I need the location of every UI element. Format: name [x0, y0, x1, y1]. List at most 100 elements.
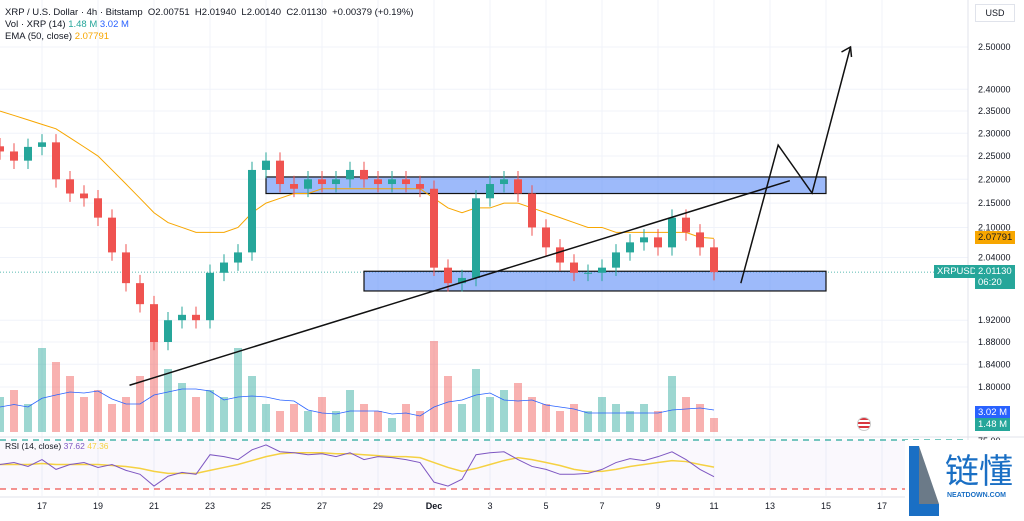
projection-arrow	[740, 46, 852, 284]
volume-bar	[80, 397, 88, 432]
x-tick-label: 5	[543, 501, 548, 511]
candle	[514, 179, 522, 194]
volume-bar	[178, 383, 186, 432]
volume-bar	[0, 397, 4, 432]
candle	[192, 314, 200, 321]
x-tick-label: 29	[373, 501, 383, 511]
candle	[164, 320, 172, 342]
symbol-title: XRP / U.S. Dollar · 4h · Bitstamp	[5, 7, 143, 18]
x-tick-label: 27	[317, 501, 327, 511]
rsi-value: 37.62	[63, 441, 85, 451]
y-tick-label: 1.88000	[978, 337, 1011, 347]
candle	[710, 247, 718, 273]
close-value: C2.01130	[286, 7, 327, 18]
volume-bar	[528, 397, 536, 432]
volume-bar	[570, 404, 578, 432]
y-tick-label: 2.50000	[978, 42, 1011, 52]
volume-bar	[430, 341, 438, 432]
volume-bar	[276, 411, 284, 432]
y-tick-label: 2.15000	[978, 198, 1011, 208]
volume-bar	[304, 411, 312, 432]
rsi-legend: RSI (14, close) 37.62 47.36	[5, 440, 109, 452]
candle	[486, 184, 494, 199]
volume-bar	[10, 390, 18, 432]
candle	[626, 242, 634, 253]
candle	[122, 252, 130, 284]
logo-mark-icon	[909, 446, 939, 516]
volume-bar	[108, 404, 116, 432]
candle	[570, 262, 578, 273]
volume-bar	[234, 348, 242, 432]
volume-bar	[598, 397, 606, 432]
candle	[584, 272, 592, 274]
candle	[332, 179, 340, 185]
candle	[388, 179, 396, 185]
candle	[402, 179, 410, 185]
volume-label: Vol · XRP (14)	[5, 19, 66, 30]
symbol-tag: XRPUSD	[934, 265, 980, 278]
volume-bar	[248, 376, 256, 432]
us-flag-icon[interactable]	[857, 417, 871, 431]
candle	[10, 151, 18, 161]
volume-bar	[206, 390, 214, 432]
candle	[360, 169, 368, 180]
candle	[276, 160, 284, 185]
candle	[136, 283, 144, 305]
candle	[542, 227, 550, 248]
low-value: L2.00140	[241, 7, 282, 18]
candle	[178, 314, 186, 321]
x-tick-label: 9	[655, 501, 660, 511]
symbol-legend: XRP / U.S. Dollar · 4h · Bitstamp O2.007…	[5, 7, 413, 19]
volume-bar	[682, 397, 690, 432]
watermark-logo: 链懂 NEATDOWN.COM	[905, 440, 1024, 516]
volume-bar	[556, 411, 564, 432]
candle	[598, 267, 606, 273]
candle	[682, 217, 690, 233]
volume-bar	[150, 334, 158, 432]
candle	[318, 179, 326, 185]
volume-ma-line	[0, 388, 715, 417]
volume-bar	[164, 369, 172, 432]
currency-button[interactable]: USD	[975, 4, 1015, 22]
y-tick-label: 1.84000	[978, 359, 1011, 369]
arrowhead-icon	[841, 45, 853, 58]
x-tick-label: 17	[37, 501, 47, 511]
x-tick-label: 23	[205, 501, 215, 511]
candle	[472, 198, 480, 278]
candle	[206, 272, 214, 321]
y-tick-label: 1.80000	[978, 382, 1011, 392]
volume-bar	[710, 418, 718, 432]
logo-text: 链懂	[945, 452, 1013, 492]
candle	[416, 184, 424, 189]
ema-label: EMA (50, close)	[5, 31, 73, 42]
x-tick-label: 25	[261, 501, 271, 511]
volume-bar	[360, 404, 368, 432]
volume-bar	[500, 390, 508, 432]
y-tick-label: 2.40000	[978, 84, 1011, 94]
candle	[556, 247, 564, 263]
volume-bar	[374, 411, 382, 432]
volume-bar	[668, 376, 676, 432]
candle	[0, 146, 4, 152]
volume-bar	[24, 404, 32, 432]
volume-bar	[332, 411, 340, 432]
y-tick-label: 2.30000	[978, 128, 1011, 138]
volume-value: 1.48 M	[68, 19, 98, 30]
x-tick-label: 15	[821, 501, 831, 511]
candle	[220, 262, 228, 273]
volume-bar	[444, 376, 452, 432]
volume-bar	[472, 369, 480, 432]
candle	[528, 193, 536, 228]
candle	[38, 142, 46, 147]
volume-bar	[122, 397, 130, 432]
candle	[640, 237, 648, 243]
volume-bar	[514, 383, 522, 432]
change-value: +0.00379 (+0.19%)	[332, 7, 414, 18]
y-tick-label: 2.35000	[978, 106, 1011, 116]
x-tick-label: 7	[599, 501, 604, 511]
volume-bar	[192, 397, 200, 432]
volume-bar	[290, 404, 298, 432]
ema-price-tag: 2.07791	[975, 231, 1016, 244]
candle	[668, 217, 676, 248]
